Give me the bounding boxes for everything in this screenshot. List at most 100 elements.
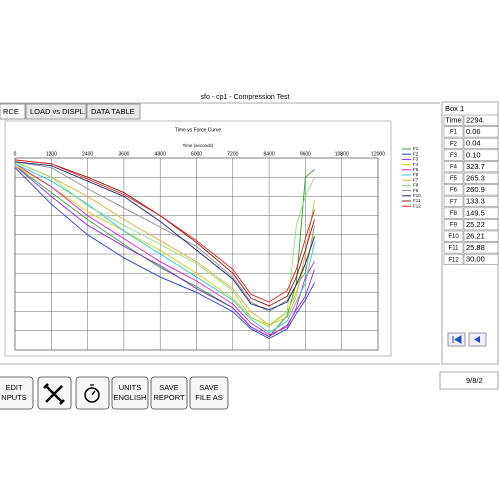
legend-label: F12 (413, 203, 421, 208)
legend-label: F6 (413, 172, 419, 177)
legend-label: F9 (413, 188, 419, 193)
x-tick-label: 8400 (264, 151, 275, 157)
row-value: 0.10 (466, 150, 481, 159)
row-label-cell (443, 242, 464, 254)
date-box (439, 371, 499, 390)
row-value: 25.22 (466, 220, 485, 229)
series-line (14, 163, 315, 336)
row-value: 0.06 (466, 127, 481, 136)
toolbar-button[interactable] (111, 376, 149, 410)
x-tick-label: 6000 (191, 151, 202, 157)
row-label: F12 (448, 257, 459, 263)
legend-label: F4 (413, 162, 419, 167)
legend-label: F3 (413, 157, 419, 162)
legend-label: F2 (413, 151, 419, 156)
x-tick-label: 12000 (371, 151, 385, 157)
row-label: F5 (450, 176, 458, 182)
row-value-cell (463, 230, 499, 242)
row-label-cell (443, 137, 464, 149)
date: 9/8/2 (466, 376, 483, 385)
toolbar: EDITNPUTSUNITSENGLISHSAVEREPORTSAVEFILE … (0, 376, 229, 410)
button-label: UNITS (119, 383, 142, 392)
row-value: 30.00 (466, 255, 485, 264)
row-value: 265.3 (466, 173, 485, 182)
button-label: ENGLISH (114, 393, 147, 402)
row-label-cell (443, 172, 464, 184)
row-value: 26.21 (466, 231, 485, 240)
x-tick-label: 1200 (46, 151, 57, 157)
row-value: 2294. (466, 115, 485, 124)
row-value-cell (463, 149, 499, 161)
series-line (14, 161, 315, 326)
toolbar-button[interactable] (150, 376, 188, 410)
series-line (14, 159, 315, 303)
row-label-cell (443, 114, 464, 126)
row-label: F8 (450, 211, 458, 217)
row-label: F3 (450, 153, 458, 159)
series-line (14, 159, 315, 307)
tab[interactable] (0, 103, 26, 120)
button-label: EDIT (5, 383, 23, 392)
button-label: SAVE (199, 383, 218, 392)
row-label: F4 (450, 164, 458, 170)
x-tick-label: 3600 (118, 151, 129, 157)
window-title: sfo - cp1 - Compression Test (201, 94, 290, 101)
series-line (14, 165, 315, 338)
row-label-cell (443, 149, 464, 161)
row-label: F10 (448, 234, 459, 240)
button-label: SAVE (159, 383, 178, 392)
stopwatch-hand (90, 384, 96, 396)
tab-label: DATA TABLE (91, 107, 135, 116)
row-value-cell (463, 137, 499, 149)
row-label-cell (443, 195, 464, 207)
row-value-cell (463, 207, 499, 219)
series-line (14, 161, 315, 328)
row-value-cell (463, 253, 499, 265)
legend-label: F11 (413, 198, 421, 203)
data-table: Time 2294. F1 0.06 F2 0.04 F3 0.10 F4 323.7 F5 265.… (443, 114, 499, 265)
prev-icon (474, 336, 480, 343)
x-tick-label: 4800 (155, 151, 166, 157)
x-tick-label: 0 (14, 151, 17, 157)
row-value-cell (463, 114, 499, 126)
button-label: FILE AS (195, 393, 223, 402)
x-tick-label: 10800 (335, 151, 349, 157)
row-label-cell (443, 253, 464, 265)
tools-icon (43, 383, 65, 405)
plot: 0 1200 2400 3600 4800 6000 7200 8400 9600 10800 12… (14, 151, 385, 351)
toolbar-button[interactable] (189, 376, 229, 410)
row-value: 260.9 (466, 185, 485, 194)
row-value: 149.5 (466, 208, 485, 217)
toolbar-button[interactable] (75, 376, 110, 410)
tab-label: LOAD vs DISPL. (30, 107, 86, 116)
row-value-cell (463, 195, 499, 207)
first-icon (452, 335, 462, 344)
legend-label: F1 (413, 146, 419, 151)
row-label: F6 (450, 188, 458, 194)
tab[interactable] (86, 103, 141, 120)
row-label-cell (443, 230, 464, 242)
button-label: REPORT (153, 393, 185, 402)
x-tick-label: 9600 (300, 151, 311, 157)
row-label-cell (443, 184, 464, 196)
legend-label: F5 (413, 167, 419, 172)
tab[interactable] (25, 103, 87, 120)
toolbar-button[interactable] (0, 376, 34, 410)
series-line (14, 163, 315, 334)
series-line (14, 165, 315, 326)
row-value: 25.88 (466, 243, 485, 252)
row-value-cell (463, 242, 499, 254)
row-value-cell (463, 126, 499, 138)
row-label: F9 (450, 222, 458, 228)
row-label-cell (443, 219, 464, 231)
row-value-cell (463, 219, 499, 231)
row-label: F11 (449, 246, 460, 252)
stopwatch-icon (84, 387, 100, 403)
legend-label: F8 (413, 183, 419, 188)
row-label-cell (443, 161, 464, 173)
row-label: F7 (450, 199, 458, 205)
row-label: F2 (450, 141, 458, 147)
row-value: 323.7 (466, 162, 485, 171)
